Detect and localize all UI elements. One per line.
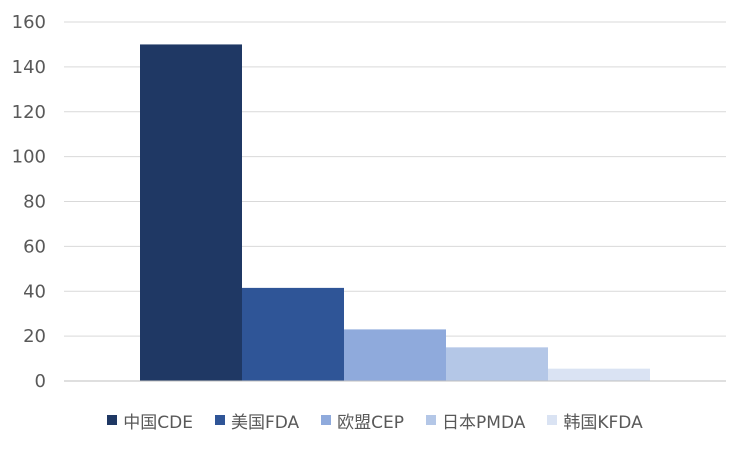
legend-label: 欧盟CEP (337, 412, 405, 433)
legend-swatch (547, 415, 558, 425)
legend-label: 美国FDA (230, 412, 300, 433)
y-tick-label: 100 (12, 147, 46, 168)
bar-1 (140, 44, 242, 381)
legend-item: 韩国KFDA (547, 408, 643, 433)
legend-item: 中国CDE (107, 408, 193, 433)
legend-swatch (214, 415, 225, 425)
y-tick-label: 0 (35, 371, 46, 392)
bars (140, 44, 650, 381)
y-tick-label: 20 (23, 326, 46, 347)
y-tick-label: 160 (12, 12, 46, 33)
legend-swatch (426, 415, 437, 425)
legend-label: 中国CDE (123, 412, 193, 433)
y-tick-label: 40 (23, 281, 46, 302)
legend-swatch (107, 415, 118, 425)
y-tick-label: 80 (23, 192, 46, 213)
y-tick-label: 120 (12, 102, 46, 123)
y-axis-tick-labels: 0 20 40 60 80 100 120 140 160 (12, 12, 46, 392)
bar-5 (548, 368, 650, 381)
bar-3 (344, 329, 446, 381)
legend-item: 日本PMDA (426, 408, 525, 433)
y-tick-label: 140 (12, 57, 46, 78)
bar-4 (446, 347, 548, 381)
legend-swatch (321, 415, 332, 425)
legend-item: 美国FDA (214, 408, 300, 433)
legend-label: 日本PMDA (442, 412, 526, 433)
legend-item: 欧盟CEP (321, 408, 404, 433)
legend-label: 韩国KFDA (563, 412, 643, 433)
legend: 中国CDE 美国FDA 欧盟CEP 日本PMDA 韩国KFDA (0, 405, 750, 435)
y-tick-label: 60 (23, 236, 46, 257)
bar-2 (242, 287, 344, 381)
